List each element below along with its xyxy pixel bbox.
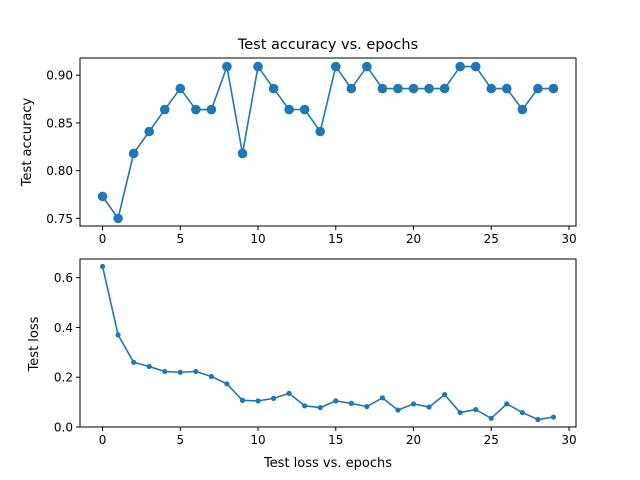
loss-y-tick-label: 0.6 bbox=[54, 271, 73, 285]
accuracy-data-point bbox=[175, 83, 186, 94]
accuracy-data-point bbox=[159, 104, 170, 115]
accuracy-data-point bbox=[424, 83, 434, 94]
accuracy-x-tick-label: 20 bbox=[406, 232, 421, 246]
accuracy-y-axis-label: Test accuracy bbox=[20, 98, 35, 188]
accuracy-data-point bbox=[486, 83, 497, 94]
loss-data-point bbox=[286, 390, 292, 396]
accuracy-x-tick-label: 5 bbox=[176, 232, 184, 246]
accuracy-data-point bbox=[206, 104, 217, 115]
accuracy-data-point bbox=[97, 191, 108, 202]
loss-data-point bbox=[177, 369, 183, 375]
accuracy-data-point bbox=[315, 126, 326, 137]
accuracy-plot-frame bbox=[79, 57, 577, 227]
loss-data-point bbox=[302, 403, 308, 409]
loss-data-point bbox=[379, 395, 386, 401]
accuracy-y-tick-label: 0.80 bbox=[46, 164, 73, 178]
loss-x-tick-label: 15 bbox=[328, 433, 343, 447]
loss-x-tick-label: 30 bbox=[561, 433, 576, 447]
loss-y-tick-label: 0.0 bbox=[54, 421, 73, 435]
accuracy-chart-title: Test accuracy vs. epochs bbox=[237, 37, 418, 53]
accuracy-x-tick-label: 30 bbox=[561, 232, 576, 246]
accuracy-data-point bbox=[377, 83, 388, 94]
loss-data-point bbox=[208, 373, 214, 380]
loss-x-tick-label: 25 bbox=[484, 433, 499, 447]
accuracy-series bbox=[97, 61, 559, 224]
loss-data-point bbox=[473, 406, 479, 413]
loss-data-point bbox=[131, 359, 137, 365]
accuracy-data-point bbox=[222, 61, 232, 72]
loss-y-tick-label: 0.4 bbox=[54, 321, 73, 335]
accuracy-data-point bbox=[533, 83, 543, 94]
loss-data-point bbox=[442, 392, 448, 398]
loss-data-point bbox=[519, 409, 525, 416]
loss-x-tick-label: 20 bbox=[406, 433, 421, 447]
accuracy-data-point bbox=[113, 213, 123, 224]
loss-y-tick-label: 0.2 bbox=[54, 371, 73, 385]
accuracy-data-point bbox=[284, 104, 294, 115]
loss-x-tick-label: 5 bbox=[176, 433, 184, 447]
accuracy-data-point bbox=[393, 83, 403, 94]
accuracy-data-point bbox=[346, 83, 357, 94]
loss-data-point bbox=[239, 397, 246, 403]
loss-data-point bbox=[488, 415, 494, 421]
accuracy-x-tick-label: 15 bbox=[328, 232, 343, 246]
loss-series bbox=[99, 263, 557, 423]
accuracy-data-point bbox=[362, 61, 372, 72]
accuracy-x-tick-label: 0 bbox=[99, 232, 107, 246]
loss-data-point bbox=[255, 398, 261, 404]
loss-data-point bbox=[270, 395, 277, 401]
accuracy-y-tick-label: 0.90 bbox=[46, 69, 73, 83]
accuracy-data-point bbox=[330, 61, 341, 72]
accuracy-y-tick-label: 0.85 bbox=[46, 116, 73, 130]
loss-data-point bbox=[410, 401, 417, 407]
loss-data-point bbox=[193, 368, 199, 375]
loss-data-point bbox=[115, 332, 121, 338]
accuracy-data-point bbox=[253, 61, 263, 72]
loss-data-point bbox=[162, 368, 168, 375]
accuracy-data-point bbox=[128, 148, 139, 159]
loss-x-axis-label: Test loss vs. epochs bbox=[263, 456, 392, 471]
accuracy-data-point bbox=[502, 83, 512, 94]
accuracy-data-point bbox=[408, 83, 419, 94]
loss-x-tick-label: 10 bbox=[250, 433, 265, 447]
loss-plot-frame bbox=[79, 258, 577, 428]
loss-data-point bbox=[395, 407, 401, 413]
accuracy-y-tick-label: 0.75 bbox=[46, 212, 73, 226]
loss-data-point bbox=[550, 414, 557, 420]
loss-data-point bbox=[224, 381, 230, 387]
accuracy-subplot: Test accuracy vs. epochs Test accuracy 0… bbox=[20, 37, 577, 246]
accuracy-ticks: 0 5 10 15 20 25 30 0.75 0.80 0.85 0.90 bbox=[46, 69, 576, 246]
loss-data-point bbox=[146, 363, 152, 370]
accuracy-data-point bbox=[439, 83, 450, 94]
loss-data-point bbox=[99, 263, 106, 270]
loss-data-point bbox=[364, 403, 370, 410]
accuracy-data-point bbox=[299, 104, 310, 115]
accuracy-data-point bbox=[470, 61, 481, 72]
accuracy-data-point bbox=[548, 83, 559, 94]
loss-data-point bbox=[504, 401, 510, 407]
loss-data-point bbox=[317, 404, 323, 411]
loss-data-point bbox=[426, 404, 432, 410]
accuracy-data-point bbox=[268, 83, 279, 94]
accuracy-data-point bbox=[191, 104, 201, 115]
loss-data-point bbox=[348, 400, 354, 406]
accuracy-data-point bbox=[237, 148, 248, 159]
loss-data-point bbox=[333, 398, 339, 404]
loss-y-axis-label: Test loss bbox=[27, 316, 42, 372]
loss-data-point bbox=[457, 409, 463, 416]
accuracy-data-point bbox=[455, 61, 465, 72]
loss-ticks: 0 5 10 15 20 25 30 0.0 0.2 0.4 0.6 bbox=[54, 271, 577, 447]
accuracy-x-tick-label: 25 bbox=[484, 232, 499, 246]
loss-data-point bbox=[535, 416, 541, 423]
accuracy-x-tick-label: 10 bbox=[250, 232, 265, 246]
loss-subplot: Test loss Test loss vs. epochs 0 5 10 15 20 2… bbox=[27, 258, 577, 471]
accuracy-data-point bbox=[144, 126, 154, 137]
accuracy-data-point bbox=[517, 104, 528, 115]
loss-x-tick-label: 0 bbox=[99, 433, 107, 447]
